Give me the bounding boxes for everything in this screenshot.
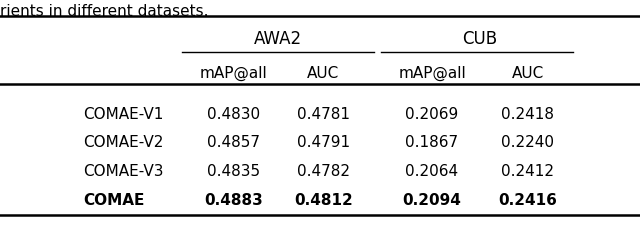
Text: mAP@all: mAP@all [200,66,268,81]
Text: 0.2069: 0.2069 [405,107,459,122]
Text: 0.4781: 0.4781 [297,107,349,122]
Text: 0.4835: 0.4835 [207,164,260,179]
Text: 0.4883: 0.4883 [204,193,263,208]
Text: 0.2240: 0.2240 [502,135,554,150]
Text: COMAE-V3: COMAE-V3 [83,164,164,179]
Text: rients in different datasets.: rients in different datasets. [0,4,209,19]
Text: 0.2418: 0.2418 [502,107,554,122]
Text: 0.4782: 0.4782 [297,164,349,179]
Text: 0.2094: 0.2094 [403,193,461,208]
Text: 0.4791: 0.4791 [296,135,350,150]
Text: COMAE: COMAE [83,193,145,208]
Text: 0.4830: 0.4830 [207,107,260,122]
Text: 0.2412: 0.2412 [502,164,554,179]
Text: mAP@all: mAP@all [398,66,466,81]
Text: 0.4812: 0.4812 [294,193,353,208]
Text: AUC: AUC [307,66,339,81]
Text: 0.4857: 0.4857 [207,135,260,150]
Text: COMAE-V2: COMAE-V2 [83,135,164,150]
Text: COMAE-V1: COMAE-V1 [83,107,164,122]
Text: AWA2: AWA2 [254,30,303,48]
Text: 0.1867: 0.1867 [405,135,459,150]
Text: 0.2416: 0.2416 [499,193,557,208]
Text: AUC: AUC [512,66,544,81]
Text: 0.2064: 0.2064 [405,164,459,179]
Text: CUB: CUB [463,30,497,48]
